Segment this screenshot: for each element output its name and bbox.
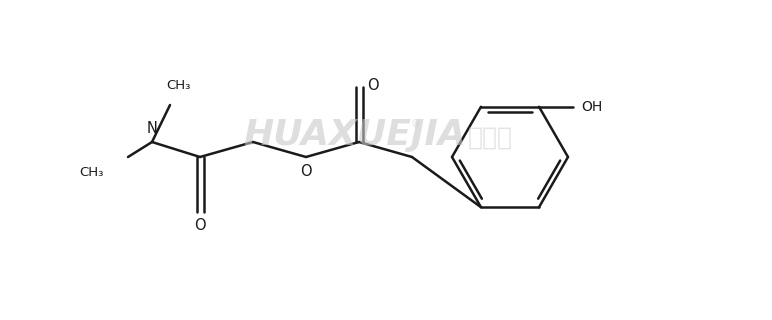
Text: CH₃: CH₃ [80,165,104,179]
Text: CH₃: CH₃ [166,79,190,92]
Text: O: O [195,219,206,234]
Text: 化学加: 化学加 [468,126,513,150]
Text: O: O [300,164,312,179]
Text: ®: ® [410,119,420,129]
Text: O: O [367,77,379,92]
Text: HUAXUEJIA: HUAXUEJIA [243,118,466,152]
Text: N: N [147,121,157,136]
Text: OH: OH [581,100,602,114]
